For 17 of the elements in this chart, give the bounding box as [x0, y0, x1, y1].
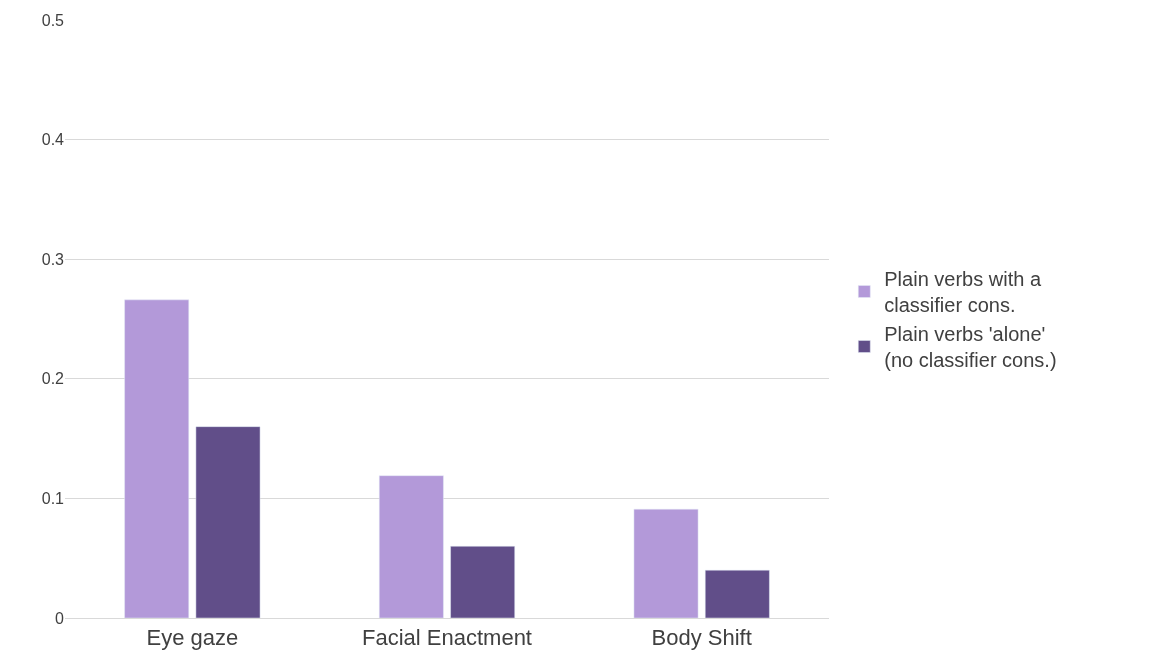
bar	[450, 545, 515, 618]
y-tick-label: 0.5	[41, 11, 65, 29]
bar	[195, 426, 261, 618]
x-tick-label: Eye gaze	[146, 625, 239, 651]
bar	[124, 299, 190, 618]
y-tick-label: 0.1	[41, 490, 65, 507]
legend-label: Plain verbs 'alone' (no classifier cons.)	[884, 323, 1057, 372]
y-tick-label: 0.3	[41, 250, 65, 268]
bar	[704, 569, 770, 618]
x-tick-label: Body Shift	[651, 625, 752, 651]
bar	[633, 508, 699, 618]
bar	[379, 475, 444, 618]
legend-label: Plain verbs with a classifier cons.	[884, 268, 1042, 317]
x-tick-label: Facial Enactment	[362, 625, 532, 651]
y-tick-label: 0	[55, 609, 65, 627]
y-tick-label: 0.2	[41, 370, 65, 388]
y-tick-label: 0.4	[41, 131, 65, 149]
